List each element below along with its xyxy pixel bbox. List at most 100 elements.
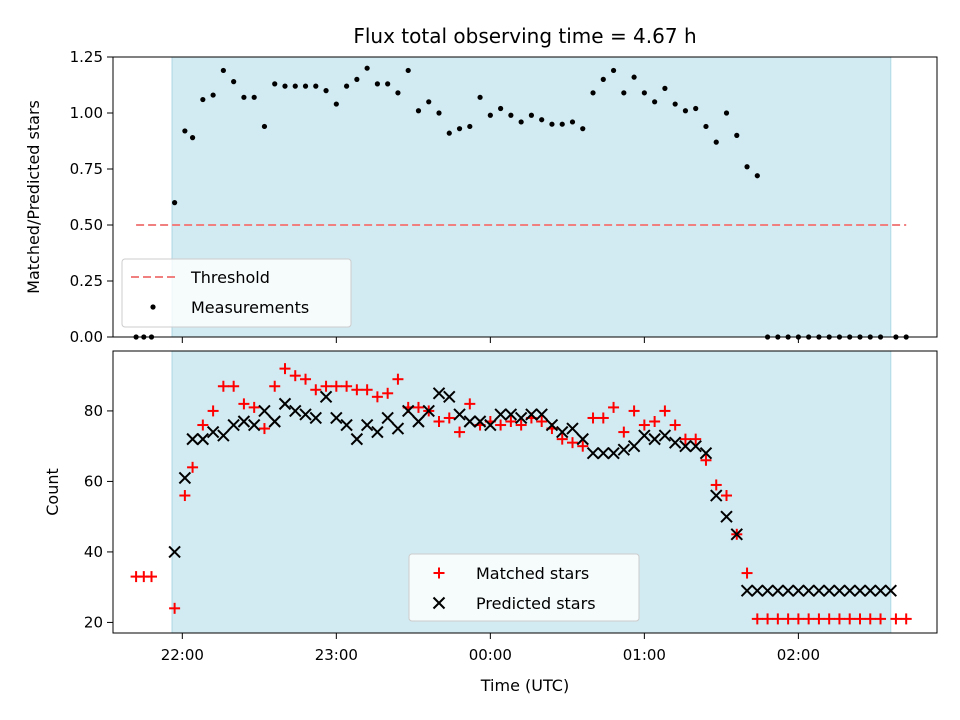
measurement-point bbox=[693, 105, 699, 112]
matched-stars-point bbox=[556, 433, 568, 445]
count-y-tick-label: 80 bbox=[84, 402, 103, 420]
measurement-point bbox=[569, 119, 576, 125]
count-y-tick-label: 40 bbox=[84, 543, 103, 561]
measurement-point bbox=[302, 83, 309, 89]
measurement-point bbox=[385, 81, 391, 87]
measurement-point bbox=[374, 81, 380, 87]
matched-stars-point bbox=[854, 613, 866, 625]
measurement-point bbox=[610, 67, 617, 74]
predicted-stars-point bbox=[812, 584, 826, 597]
predicted-stars-point bbox=[289, 404, 302, 418]
matched-stars-point bbox=[371, 391, 383, 403]
matched-stars-point bbox=[700, 454, 712, 466]
measurement-point bbox=[682, 108, 689, 114]
legend-box bbox=[121, 258, 352, 328]
predicted-stars-point bbox=[206, 425, 220, 439]
ratio-y-tick-label: 0.50 bbox=[70, 216, 103, 234]
legend-predicted-label: Predicted stars bbox=[476, 594, 596, 613]
matched-stars-point bbox=[741, 567, 753, 579]
predicted-stars-point bbox=[699, 447, 713, 460]
count-y-label: Count bbox=[43, 468, 62, 516]
measurement-point bbox=[487, 112, 493, 118]
predicted-stars-point bbox=[566, 422, 579, 435]
matched-stars-point bbox=[443, 412, 455, 424]
predicted-stars-point bbox=[237, 415, 251, 428]
measurement-point bbox=[272, 81, 278, 87]
legend-predicted-swatch bbox=[432, 596, 446, 610]
predicted-stars-point bbox=[196, 432, 210, 446]
matched-stars-point bbox=[433, 416, 445, 427]
measurement-point bbox=[672, 101, 678, 107]
predicted-stars-point bbox=[781, 584, 795, 597]
measurement-point bbox=[182, 128, 188, 134]
matched-stars-point bbox=[751, 613, 763, 625]
count-x-tick-label: 23:00 bbox=[315, 646, 358, 664]
matched-stars-point bbox=[279, 363, 291, 375]
matched-stars-point bbox=[782, 613, 794, 625]
predicted-stars-point bbox=[453, 408, 466, 421]
matched-stars-point bbox=[515, 419, 527, 431]
measurement-point bbox=[313, 83, 319, 89]
measurement-point bbox=[364, 65, 370, 71]
matched-stars-point bbox=[597, 412, 609, 424]
measurement-point bbox=[354, 76, 360, 82]
predicted-stars-point bbox=[514, 411, 528, 425]
matched-stars-point bbox=[762, 613, 774, 625]
matched-stars-point bbox=[649, 416, 661, 427]
predicted-stars-point bbox=[751, 584, 764, 597]
ratio-y-label: Matched/Predicted stars bbox=[24, 100, 43, 294]
measurement-point bbox=[652, 99, 658, 105]
predicted-stars-point bbox=[186, 432, 199, 446]
ratio-legend: Threshold Measurements bbox=[121, 258, 352, 328]
legend-matched-swatch bbox=[433, 567, 445, 579]
predicted-stars-point bbox=[668, 436, 682, 449]
predicted-stars-point bbox=[340, 418, 353, 432]
predicted-stars-point bbox=[853, 584, 867, 597]
matched-stars-point bbox=[248, 401, 260, 413]
measurement-point bbox=[528, 112, 535, 118]
matched-stars-point bbox=[392, 373, 404, 385]
legend-matched-label: Matched stars bbox=[476, 564, 589, 583]
predicted-stars-point bbox=[484, 418, 497, 432]
legend-measurements-swatch bbox=[150, 304, 156, 310]
predicted-stars-point bbox=[309, 411, 322, 425]
matched-stars-point bbox=[890, 613, 902, 625]
measurement-point bbox=[343, 83, 350, 89]
measurement-point bbox=[292, 83, 298, 89]
measurement-point bbox=[282, 83, 288, 89]
predicted-stars-point bbox=[648, 432, 661, 446]
predicted-stars-point bbox=[627, 439, 641, 453]
measurement-point bbox=[662, 85, 668, 91]
matched-stars-point bbox=[412, 401, 424, 413]
matched-stars-point bbox=[207, 405, 219, 417]
matched-stars-point bbox=[608, 401, 620, 413]
predicted-stars-point bbox=[545, 418, 559, 432]
count-panel-frame bbox=[112, 350, 938, 634]
ratio-y-tick-label: 1.00 bbox=[70, 104, 103, 122]
predicted-stars-point bbox=[822, 584, 836, 597]
predicted-stars-point bbox=[319, 390, 333, 404]
matched-stars-point bbox=[679, 433, 691, 445]
measurement-point bbox=[446, 130, 452, 136]
count-legend: Matched stars Predicted stars bbox=[408, 553, 640, 622]
matched-stars-point bbox=[228, 380, 240, 392]
predicted-stars-point bbox=[740, 584, 754, 597]
matched-stars-point bbox=[710, 479, 722, 491]
predicted-stars-series bbox=[168, 387, 898, 597]
measurement-point bbox=[631, 74, 637, 80]
ratio-y-axis: 0.00 0.25 0.50 0.75 1.00 1.25 bbox=[70, 48, 113, 346]
count-x-tick-label: 00:00 bbox=[469, 646, 512, 664]
matched-stars-point bbox=[258, 423, 270, 435]
measurement-point bbox=[172, 200, 178, 206]
predicted-stars-point bbox=[761, 584, 774, 597]
measurement-point bbox=[703, 123, 709, 130]
matched-stars-point bbox=[146, 571, 158, 583]
measurement-point bbox=[508, 112, 514, 118]
matched-stars-point bbox=[659, 405, 671, 417]
measurement-point bbox=[456, 126, 463, 132]
predicted-stars-point bbox=[833, 584, 846, 597]
legend-box bbox=[408, 553, 640, 622]
matched-stars-point bbox=[792, 613, 804, 625]
matched-stars-point bbox=[505, 416, 517, 427]
predicted-stars-point bbox=[258, 404, 271, 418]
